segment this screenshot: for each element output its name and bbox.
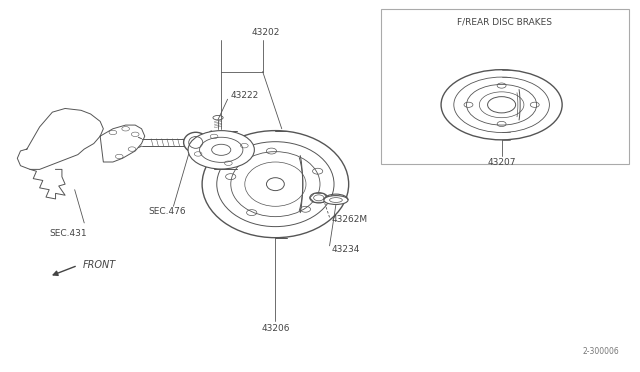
Text: F/REAR DISC BRAKES: F/REAR DISC BRAKES <box>458 17 552 26</box>
Text: 43206: 43206 <box>261 324 290 333</box>
Text: SEC.476: SEC.476 <box>148 207 186 217</box>
Text: 43222: 43222 <box>231 91 259 100</box>
Text: 43202: 43202 <box>252 28 280 37</box>
Text: 43234: 43234 <box>332 245 360 254</box>
Circle shape <box>188 131 254 169</box>
Ellipse shape <box>184 132 208 153</box>
Ellipse shape <box>324 196 348 205</box>
Text: 43207: 43207 <box>487 157 516 167</box>
Circle shape <box>310 193 328 203</box>
Text: FRONT: FRONT <box>83 260 116 270</box>
Text: 43262M: 43262M <box>332 215 367 224</box>
Bar <box>381 9 629 164</box>
Text: 2-300006: 2-300006 <box>583 347 620 356</box>
Text: SEC.431: SEC.431 <box>49 230 87 238</box>
